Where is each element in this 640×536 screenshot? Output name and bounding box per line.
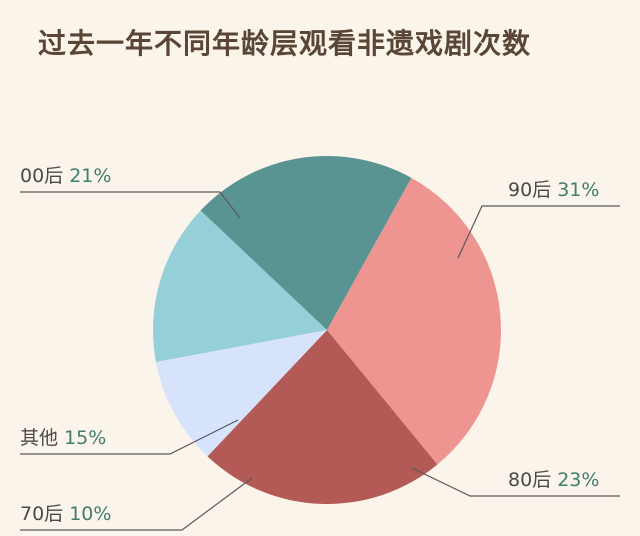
pie-slice-2 (155, 330, 327, 457)
slice-label-percent: 15% (64, 427, 106, 449)
pie-slice-1 (207, 330, 438, 504)
slice-label-3: 其他 15% (20, 427, 106, 449)
chart-title: 过去一年不同年龄层观看非遗戏剧次数 (38, 27, 532, 60)
slice-label-4: 00后 21% (20, 165, 111, 187)
slice-label-percent: 21% (69, 165, 111, 187)
slice-label-percent: 31% (557, 179, 599, 201)
slice-label-name: 70后 (20, 503, 69, 525)
leader-line-4 (20, 191, 241, 219)
slice-label-name: 00后 (20, 165, 69, 187)
pie-slice-0 (327, 177, 501, 465)
leader-line-0 (457, 205, 620, 259)
slice-label-1: 80后 23% (508, 469, 599, 491)
slice-label-2: 70后 10% (20, 503, 111, 525)
slice-label-percent: 10% (69, 503, 111, 525)
slice-label-name: 其他 (20, 427, 64, 449)
pie-slice-4 (200, 156, 412, 330)
leader-line-2 (20, 477, 253, 531)
leader-line-1 (411, 467, 620, 497)
slice-label-name: 90后 (508, 179, 557, 201)
slice-label-0: 90后 31% (508, 179, 599, 201)
leader-line-3 (20, 419, 239, 455)
pie-slice-3 (153, 210, 327, 363)
slice-label-name: 80后 (508, 469, 557, 491)
slice-label-percent: 23% (557, 469, 599, 491)
